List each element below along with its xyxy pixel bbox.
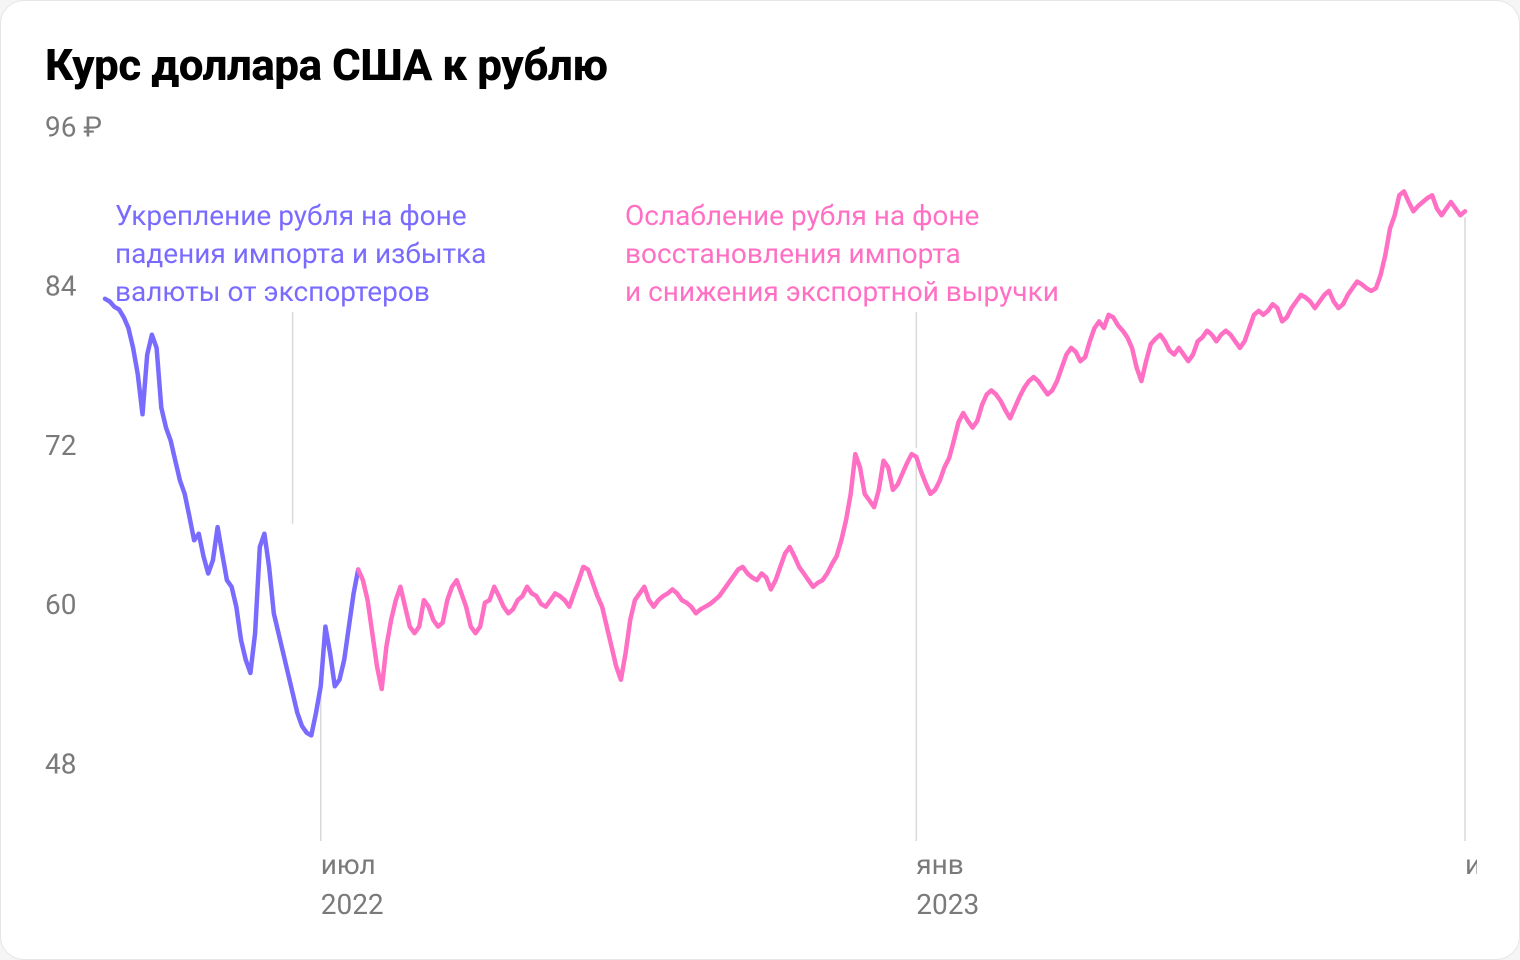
y-tick-label: 48 [45,747,76,780]
series-segment1 [105,299,358,736]
annotation-weakening: Ослабление рубля на фоне восстановления … [625,197,1059,310]
x-tick-month: янв [916,848,964,881]
x-tick-year: 2022 [321,888,384,921]
x-tick-year: 2023 [916,888,979,921]
annotation-strengthening: Укрепление рубля на фоне падения импорта… [115,197,486,310]
y-tick-label: 84 [45,270,77,303]
y-tick-label: 96 ₽ [45,110,102,143]
chart-title: Курс доллара США к рублю [45,39,1475,91]
x-tick-month: июл [1465,848,1477,881]
y-tick-label: 60 [45,588,76,621]
x-tick-month: июл [321,848,376,881]
y-tick-label: 72 [45,429,76,462]
chart-area: 48 60 72 84 96 ₽ июл 2022 янв 2023 июл Укрепление… [45,99,1475,929]
chart-card: Курс доллара США к рублю 48 60 72 84 96 ₽ июл… [0,0,1520,960]
